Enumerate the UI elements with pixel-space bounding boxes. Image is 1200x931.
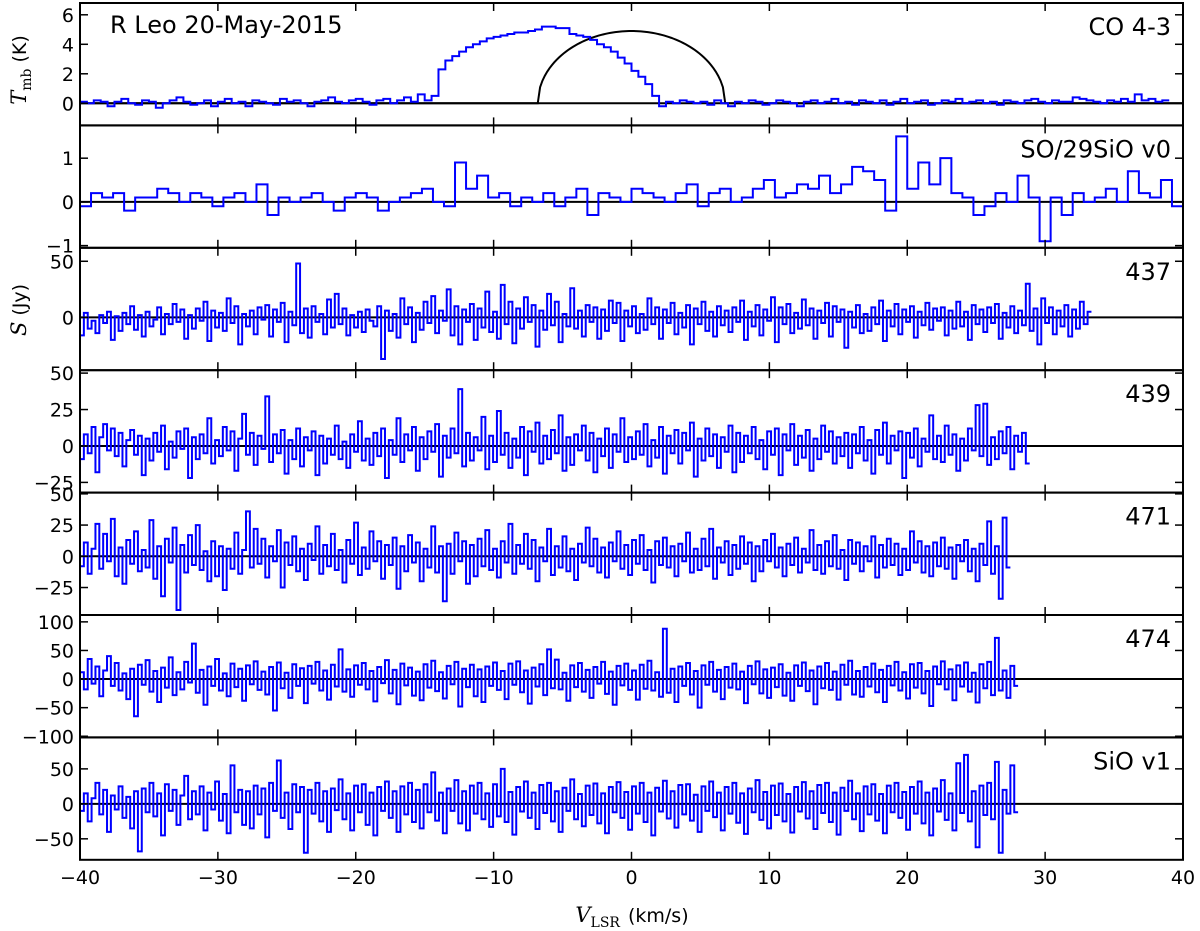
panel-6: −50 0 50 SiO v1	[34, 736, 1184, 861]
y-tick-label: −25	[34, 472, 74, 494]
y-axis-title-tmb: Tmb (K)	[7, 35, 35, 105]
y-tick-label: 0	[62, 93, 74, 115]
x-axis-title: VLSR (km/s)	[575, 903, 688, 931]
x-tick-label: −10	[474, 867, 514, 889]
y-tick-label: 25	[50, 515, 74, 537]
spectrum-trace	[80, 262, 1092, 360]
y-tick-label: 6	[62, 5, 74, 27]
x-tick-label: 40	[1171, 867, 1195, 889]
y-tick-label: 0	[62, 669, 74, 691]
panel-label: SO/29SiO v0	[1020, 135, 1171, 163]
panel-label: 437	[1125, 258, 1171, 286]
panel-3: −25 0 25 50 439	[34, 363, 1184, 494]
spectrum-trace	[80, 510, 1011, 612]
spectrum-trace	[80, 388, 1030, 480]
y-tick-label: 1	[62, 148, 74, 170]
y-tick-label: −25	[34, 578, 74, 600]
y-tick-label: 50	[50, 759, 74, 781]
y-tick-label: −50	[34, 829, 74, 851]
panel-0: 0 2 4 6 CO 4-3	[62, 2, 1184, 127]
panel-label: CO 4-3	[1089, 13, 1171, 41]
panel-5: −100 −50 0 50 100 474	[22, 612, 1184, 748]
y-tick-label: 50	[50, 640, 74, 662]
panel-label: SiO v1	[1093, 747, 1171, 775]
x-tick-label: −30	[198, 867, 238, 889]
x-axis-title-unit: (km/s)	[628, 905, 689, 927]
panel-label: 471	[1125, 503, 1171, 531]
x-tick-label: −40	[60, 867, 100, 889]
panel-4: −25 0 25 50 471	[34, 484, 1184, 617]
y-tick-label: 0	[62, 794, 74, 816]
x-tick-label: 30	[1033, 867, 1057, 889]
y-axis-title-s-unit: (Jy)	[9, 284, 31, 316]
x-axis-title-symbol: V	[575, 903, 592, 927]
y-tick-label: −1	[46, 236, 74, 258]
x-tick-label: −20	[336, 867, 376, 889]
y-tick-label: 50	[50, 484, 74, 506]
panel-1: −1 0 1 SO/29SiO v0	[46, 124, 1184, 258]
y-tick-label: 50	[50, 363, 74, 385]
y-axis-title-s: S (Jy)	[7, 284, 31, 336]
panel-label: 474	[1125, 625, 1171, 653]
y-axis-title-tmb-sub: mb	[19, 68, 35, 90]
spectrum-trace	[80, 25, 1170, 109]
x-tick-label: 20	[895, 867, 919, 889]
y-tick-label: 0	[62, 307, 74, 329]
y-axis-title-tmb-unit: (K)	[9, 35, 31, 62]
y-tick-label: 50	[50, 251, 74, 273]
y-axis-title-tmb-symbol: T	[7, 89, 31, 105]
y-tick-label: 4	[62, 34, 74, 56]
y-tick-label: −50	[34, 698, 74, 720]
y-tick-label: 2	[62, 64, 74, 86]
spectrum-trace	[80, 753, 1019, 854]
fit-curve	[80, 30, 1183, 105]
spectrum-trace	[80, 135, 1183, 243]
y-tick-label: 100	[38, 612, 74, 634]
spectrum-trace	[80, 627, 1019, 718]
y-tick-label: 0	[62, 436, 74, 458]
y-axis-title-s-symbol: S	[7, 322, 31, 336]
x-axis-title-sub: LSR	[591, 915, 621, 931]
y-tick-label: −100	[22, 726, 74, 748]
y-tick-label: 0	[62, 546, 74, 568]
panel-2: 0 50 437	[50, 246, 1184, 372]
x-axis: −40 −30 −20 −10 0 10 20 30 40	[60, 867, 1195, 889]
x-tick-label: 10	[757, 867, 781, 889]
y-tick-label: 25	[50, 400, 74, 422]
x-tick-label: 0	[625, 867, 637, 889]
y-tick-label: 0	[62, 192, 74, 214]
panel-label: 439	[1125, 380, 1171, 408]
chart-title: R Leo 20-May-2015	[110, 11, 342, 39]
